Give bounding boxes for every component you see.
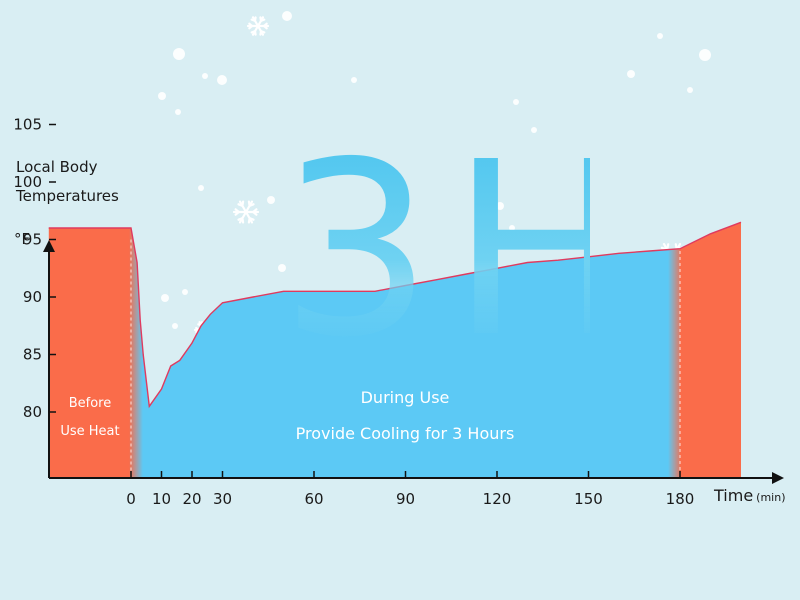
- y-axis-unit: °F: [14, 230, 31, 248]
- y-tick-label: 100: [13, 173, 42, 191]
- snowflake-branch: [237, 203, 244, 207]
- snow-dot: [278, 264, 286, 272]
- snow-dot: [175, 109, 181, 115]
- x-tick-label: 0: [126, 490, 136, 508]
- x-tick-label: 30: [213, 490, 232, 508]
- snow-dot: [173, 48, 185, 60]
- snow-dot: [657, 33, 663, 39]
- snowflake-branch: [253, 30, 257, 36]
- snow-dot: [158, 92, 166, 100]
- axis-ticks: 80 85 90 95 100 105 0 10 20 30 60 90 120 150 180: [13, 116, 694, 509]
- x-tick-label: 150: [574, 490, 603, 508]
- x-axis-unit: (min): [756, 491, 786, 504]
- before-use-label-line-1: Before: [68, 396, 112, 411]
- snowflake-branch: [252, 208, 258, 214]
- snow-dot: [282, 11, 292, 21]
- snow-dot: [172, 323, 178, 329]
- before-use-label: Before Use Heat: [50, 390, 130, 446]
- x-axis-arrow: [772, 472, 784, 484]
- x-tick-label: 10: [152, 490, 171, 508]
- temperature-line: [48, 221, 742, 409]
- x-tick-label: 90: [396, 490, 415, 508]
- snowflake-branch: [248, 217, 255, 221]
- snow-dot: [351, 77, 357, 83]
- snow-dot: [531, 127, 537, 133]
- x-tick-label: 120: [483, 490, 512, 508]
- snowflake-branch: [241, 217, 245, 224]
- snow-dot: [198, 185, 204, 191]
- snowflake-branch: [259, 30, 266, 34]
- x-axis-title: Time: [714, 486, 754, 505]
- snowflake-arm: [244, 200, 254, 214]
- snowflake-arm: [238, 210, 248, 224]
- snow-dot: [513, 99, 519, 105]
- snowflake-arm: [244, 210, 254, 224]
- snow-dot: [161, 294, 169, 302]
- snowflake-arm: [238, 200, 248, 214]
- y-tick-label: 95: [23, 231, 42, 249]
- snow-dot: [202, 73, 208, 79]
- y-tick-label: 85: [23, 346, 42, 364]
- snow-dot: [509, 225, 515, 231]
- snow-dot: [687, 87, 693, 93]
- y-axis-label-line-1: Local Body: [16, 158, 98, 176]
- y-axis-arrow: [43, 240, 55, 252]
- region-after-use: [680, 222, 741, 478]
- snow-dot: [627, 70, 635, 78]
- x-tick-label: 60: [304, 490, 323, 508]
- snow-dot: [699, 49, 711, 61]
- region-before-use: [48, 222, 131, 478]
- during-use-label: During Use Provide Cooling for 3 Hours: [280, 380, 530, 452]
- snow-dot: [267, 196, 275, 204]
- before-use-label-line-2: Use Heat: [60, 424, 120, 439]
- y-tick-label: 105: [13, 116, 42, 134]
- region-transition-right: [668, 222, 682, 478]
- during-use-label-line-1: During Use: [360, 388, 450, 407]
- y-axis-label-line-2: Temperatures: [16, 187, 119, 205]
- x-tick-label: 20: [182, 490, 201, 508]
- x-axis-label: Time (min): [714, 486, 785, 505]
- y-tick-label: 80: [23, 403, 42, 421]
- snowflake-branch: [250, 18, 257, 22]
- region-transition-left: [129, 222, 143, 478]
- snow-dot: [217, 75, 227, 85]
- big-3h-text: 3H: [280, 110, 650, 390]
- during-use-label-line-2: Provide Cooling for 3 Hours: [295, 424, 515, 443]
- snowflake-branch: [259, 16, 263, 22]
- x-tick-label: 180: [666, 490, 695, 508]
- snow-dot: [487, 178, 495, 186]
- snowflake-branch: [248, 24, 254, 30]
- snow-dot: [182, 289, 188, 295]
- snowflake-branch: [262, 22, 268, 28]
- snowflake-icon: [246, 16, 270, 36]
- chart-axes: [43, 240, 784, 484]
- snowflake-branch: [247, 200, 251, 207]
- snowflake-icon: [232, 200, 260, 224]
- y-tick-label: 90: [23, 288, 42, 306]
- snow-dot: [484, 241, 492, 249]
- snow-dot: [496, 202, 504, 210]
- snowflake-branch: [234, 210, 240, 216]
